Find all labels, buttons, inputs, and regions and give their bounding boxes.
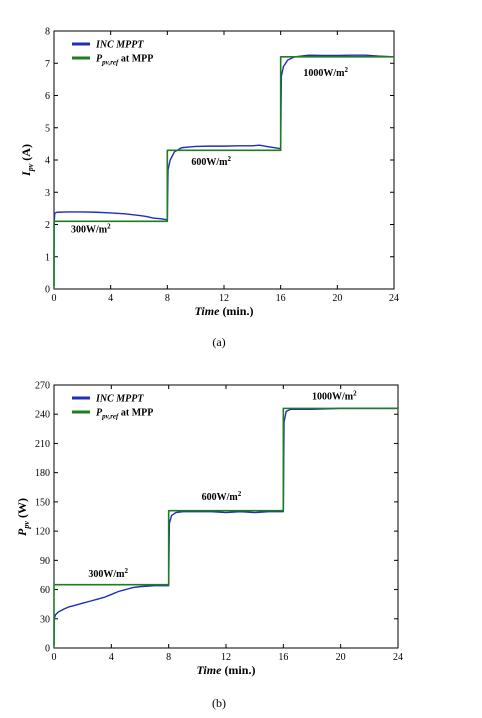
series-inc-mppt-line (53, 54, 395, 286)
legend-label: INC MPPT (95, 394, 144, 405)
irradiance-annotation: 300W/m2 (71, 223, 111, 236)
y-tick-label: 30 (40, 614, 50, 625)
y-tick-label: 7 (45, 59, 50, 70)
y-tick-label: 150 (35, 497, 50, 508)
x-tick-label: 4 (108, 293, 113, 304)
x-tick-label: 12 (221, 652, 231, 663)
y-tick-label: 90 (40, 556, 50, 567)
y-tick-label: 0 (45, 285, 50, 296)
x-tick-label: 16 (276, 293, 286, 304)
series-pref-mpp-line (53, 407, 398, 648)
irradiance-annotation: 1000W/m2 (303, 66, 348, 79)
y-tick-label: 4 (45, 156, 50, 167)
x-tick-label: 0 (52, 293, 57, 304)
x-tick-label: 20 (332, 293, 342, 304)
x-axis-label: Time (min.) (197, 663, 256, 677)
x-tick-label: 8 (166, 652, 171, 663)
x-tick-label: 4 (109, 652, 114, 663)
series-pref-mpp-line (53, 55, 394, 289)
y-axis-label: Ppv (W) (15, 498, 31, 536)
chart-b: 0 4 8 12 16 20 240306090120150180210240270300W… (15, 381, 403, 711)
y-tick-label: 8 (45, 27, 50, 38)
x-axis-label: Time (min.) (195, 304, 254, 318)
y-tick-label: 5 (45, 123, 50, 134)
figure-caption: (a) (212, 335, 225, 349)
irradiance-annotation: 600W/m2 (202, 490, 242, 503)
legend-label: Ppv,ref at MPP (96, 54, 153, 67)
y-axis-label: Ipv (A) (19, 144, 35, 177)
legend: INC MPPT Ppv,ref at MPP (72, 40, 153, 67)
y-tick-label: 60 (40, 585, 50, 596)
x-tick-label: 12 (219, 293, 229, 304)
y-tick-label: 120 (35, 527, 50, 538)
y-tick-label: 2 (45, 220, 50, 231)
y-tick-label: 6 (45, 91, 50, 102)
x-tick-label: 0 (52, 652, 57, 663)
x-tick-label: 16 (278, 652, 288, 663)
figure-caption: (b) (212, 696, 226, 710)
y-tick-label: 0 (45, 644, 50, 655)
y-tick-label: 3 (45, 188, 50, 199)
y-tick-label: 270 (35, 381, 50, 392)
irradiance-annotation: 600W/m2 (191, 155, 231, 168)
irradiance-annotation: 300W/m2 (88, 567, 128, 580)
irradiance-annotation: 1000W/m2 (312, 390, 357, 403)
legend: INC MPPT Ppv,ref at MPP (72, 394, 153, 421)
y-tick-label: 210 (35, 439, 50, 450)
x-tick-label: 24 (393, 652, 403, 663)
y-tick-label: 240 (35, 410, 50, 421)
series-inc-mppt-line (53, 407, 398, 646)
legend-label: INC MPPT (95, 40, 144, 51)
legend-label: Ppv,ref at MPP (96, 408, 153, 421)
x-tick-label: 24 (389, 293, 399, 304)
y-tick-label: 1 (45, 252, 50, 263)
plot-frame (53, 384, 399, 649)
y-tick-label: 180 (35, 468, 50, 479)
x-tick-label: 8 (165, 293, 170, 304)
chart-a: 0 4 8 12 16 20 24012345678300W/m2600W/m21000W/… (19, 27, 399, 350)
x-tick-label: 20 (336, 652, 346, 663)
